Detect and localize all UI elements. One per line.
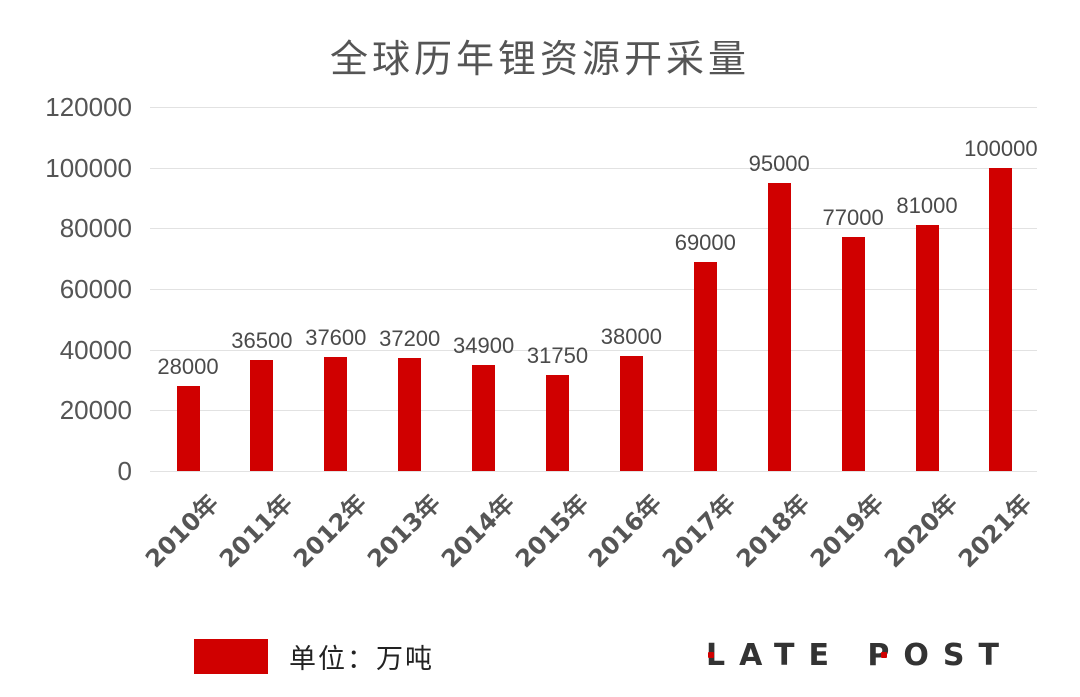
value-label: 37600	[305, 324, 367, 350]
value-label: 81000	[896, 193, 958, 219]
bar-2019年	[841, 237, 865, 471]
gridline	[150, 167, 1037, 169]
gridline	[150, 349, 1037, 351]
gridline	[150, 289, 1037, 290]
value-label: 31750	[526, 342, 589, 368]
value-label: 36500	[231, 328, 293, 354]
value-label: 69000	[674, 229, 736, 255]
y-tick-label: 80000	[59, 213, 132, 244]
legend-swatch	[194, 639, 268, 674]
bar-2018年	[767, 182, 791, 471]
y-tick-label: 120000	[45, 92, 132, 122]
y-tick-label: 20000	[59, 395, 132, 426]
value-label: 37200	[379, 326, 441, 352]
gridline	[150, 471, 1037, 472]
bar-2020年	[915, 225, 939, 471]
y-tick-label: 40000	[59, 334, 132, 365]
value-label: 38000	[600, 323, 662, 349]
brand-mark-l	[708, 652, 714, 658]
gridline	[150, 410, 1037, 412]
legend-label: 单位：万吨	[289, 644, 434, 675]
bar-2016年	[619, 355, 643, 471]
bar-2014年	[472, 365, 496, 471]
y-tick-label: 100000	[45, 152, 132, 183]
bar-2010年	[176, 386, 200, 471]
bar-2021年	[989, 167, 1013, 471]
gridline	[150, 107, 1037, 108]
bar-2017年	[693, 261, 717, 471]
y-tick-label: 0	[117, 456, 132, 486]
brand-mark-o	[881, 652, 887, 658]
brand-logo: LATE POST	[706, 638, 1013, 673]
bar-2012年	[324, 356, 348, 471]
bar-2013年	[398, 358, 422, 471]
legend: 单位：万吨	[194, 637, 434, 676]
value-label: 34900	[453, 333, 515, 359]
value-label: 77000	[822, 205, 884, 231]
bar-2011年	[250, 360, 274, 471]
gridline	[150, 228, 1037, 230]
y-tick-label: 60000	[59, 274, 132, 304]
bar-2015年	[546, 374, 569, 471]
plot-area: 0 20000 40000 60000 80000 100000 120000 28000 20…	[45, 94, 1037, 573]
value-label: 28000	[157, 354, 219, 380]
chart-title: 全球历年锂资源开采量	[329, 37, 750, 81]
value-label: 95000	[748, 150, 810, 176]
value-label: 100000	[964, 135, 1038, 161]
